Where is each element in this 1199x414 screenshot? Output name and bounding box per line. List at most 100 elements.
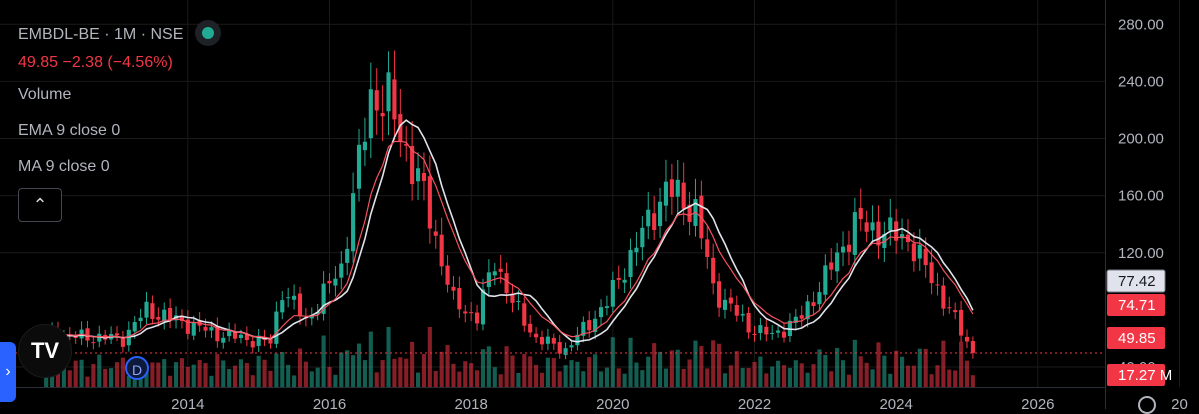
candle <box>917 245 922 259</box>
candle <box>953 310 958 313</box>
collapse-legend-button[interactable]: ⌃ <box>18 188 62 222</box>
candle <box>840 246 846 253</box>
volume-bar <box>675 349 680 387</box>
volume-bar <box>829 371 834 387</box>
volume-bar <box>91 363 96 387</box>
candle <box>356 144 362 189</box>
candle <box>681 182 686 209</box>
volume-legend[interactable]: Volume <box>18 86 72 103</box>
volume-bar <box>215 354 220 387</box>
candle <box>156 316 161 320</box>
candle <box>321 283 326 314</box>
candle <box>85 328 90 341</box>
volume-bar <box>120 357 125 387</box>
expand-panel-button[interactable]: › <box>0 342 16 402</box>
y-tick-label: 240.00 <box>1118 73 1164 90</box>
volume-bar <box>681 369 686 387</box>
x-tick-label: 2020 <box>596 396 629 409</box>
volume-bar <box>433 370 438 387</box>
volume-bar <box>793 360 798 387</box>
y-tick-label: 120.00 <box>1118 245 1164 262</box>
ema-legend[interactable]: EMA 9 close 0 <box>18 122 121 139</box>
ma-legend[interactable]: MA 9 close 0 <box>18 158 110 175</box>
candle <box>280 300 285 313</box>
candle <box>705 239 710 257</box>
symbol-legend[interactable]: EMBDL-BE · 1M · NSE <box>18 20 222 48</box>
volume-bar <box>262 359 267 387</box>
volume-bar <box>516 372 521 387</box>
volume-bar <box>852 339 857 387</box>
candle <box>227 329 232 337</box>
volume-bar <box>463 361 468 387</box>
volume-bar <box>173 362 179 387</box>
candle <box>469 312 474 314</box>
candle <box>498 268 503 272</box>
volume-bar <box>545 357 550 387</box>
candle <box>144 301 149 318</box>
volume-bar <box>876 342 881 387</box>
x-tick-label: 2014 <box>171 396 204 409</box>
candle <box>935 284 940 286</box>
candle <box>610 279 615 307</box>
candle <box>392 79 397 120</box>
candle <box>374 90 379 111</box>
candle <box>640 227 645 248</box>
candle <box>451 286 456 291</box>
volume-bar <box>227 369 232 387</box>
volume-bar <box>510 355 515 387</box>
candle <box>947 307 952 309</box>
market-status-icon <box>195 20 222 46</box>
volume-bar <box>917 348 922 387</box>
candle <box>870 222 875 231</box>
candle <box>97 333 102 342</box>
x-tick-label: 2024 <box>879 396 912 409</box>
volume-bar <box>209 375 214 387</box>
volume-bar <box>327 366 332 387</box>
volume-bar <box>297 348 303 387</box>
volume-bar <box>79 359 84 387</box>
volume-bar <box>232 365 238 387</box>
volume-bar <box>386 327 391 387</box>
candle <box>522 303 527 326</box>
candle <box>250 341 255 348</box>
candle <box>162 309 167 322</box>
candle <box>185 319 190 334</box>
volume-bar <box>964 360 970 387</box>
gear-icon[interactable] <box>1138 396 1156 414</box>
candle <box>964 336 970 342</box>
candle <box>575 334 580 346</box>
volume-bar <box>351 355 356 387</box>
candle <box>805 301 810 320</box>
candle <box>764 326 769 335</box>
y-tick-label: 160.00 <box>1118 188 1164 205</box>
candle <box>970 341 975 353</box>
y-tick-label: 200.00 <box>1118 131 1164 148</box>
tradingview-logo-icon: TV <box>18 324 72 378</box>
price-label-box <box>1107 327 1165 349</box>
volume-bar <box>445 345 450 387</box>
volume-bar <box>758 356 763 387</box>
volume-bar <box>85 376 90 387</box>
volume-bar <box>581 371 586 387</box>
volume-bar <box>734 351 739 387</box>
candle <box>209 327 214 331</box>
volume-bar <box>280 351 285 387</box>
candle <box>846 244 852 252</box>
candle <box>829 262 834 270</box>
dividend-badge[interactable]: D <box>125 356 149 380</box>
volume-bar <box>557 371 562 387</box>
volume-bar <box>404 358 409 387</box>
candle <box>888 217 893 231</box>
candle <box>652 213 657 230</box>
volume-bar <box>203 363 208 387</box>
volume-bar <box>717 343 722 387</box>
volume-bar <box>439 351 444 387</box>
candle <box>534 333 539 338</box>
volume-bar <box>144 365 149 387</box>
candle <box>238 334 244 338</box>
volume-bar <box>598 371 604 387</box>
volume-bar <box>221 360 226 387</box>
candle <box>911 243 916 262</box>
volume-bar <box>575 361 580 387</box>
